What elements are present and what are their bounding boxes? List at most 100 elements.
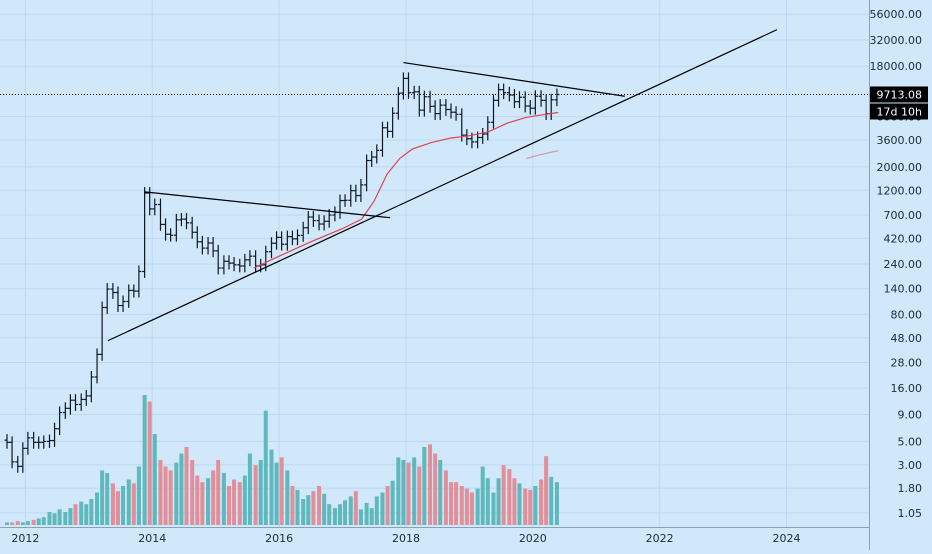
price-bar [205,236,211,255]
volume-bar [533,486,538,525]
volume-bar [79,501,84,525]
price-bar [194,226,200,249]
price-bar [126,284,132,308]
volume-bar [226,486,231,525]
volume-bar [200,482,205,525]
volume-bar [358,509,363,525]
time-tick-label: 2016 [265,532,293,545]
price-tick-label: 140.00 [884,283,923,296]
price-bar [443,99,449,116]
volume-bar [232,479,237,525]
price-bar [464,129,470,146]
volume-bar [237,482,242,525]
price-bar [46,434,52,448]
price-bar [94,348,100,384]
price-bar [305,211,311,235]
volume-bar [4,522,9,525]
price-tick-label: 56000.00 [870,8,923,21]
price-bar [215,244,221,275]
support-trendline[interactable] [107,29,778,342]
price-tick-label: 16.00 [891,382,923,395]
price-tick-label: 32000.00 [870,34,923,47]
price-bar [300,221,306,242]
volume-bar [517,483,522,525]
volume-bar [179,453,184,525]
price-bar [485,116,491,141]
price-axis-border [869,0,870,550]
price-tick-label: 3600.00 [877,134,923,147]
price-bar [62,402,68,419]
price-bar [78,393,84,411]
price-tick-label: 5.00 [898,435,923,448]
volume-bar [380,492,385,525]
price-tick-label: 1.80 [898,482,923,495]
price-bar [321,215,327,231]
volume-bar [491,492,496,525]
price-tick-label: 420.00 [884,232,923,245]
price-tick-label: 9.00 [898,408,923,421]
price-bar [199,235,205,255]
price-bar [411,85,417,100]
volume-bar [523,488,528,525]
volume-bar [539,479,544,525]
volume-bar [242,475,247,525]
volume-bar [274,462,279,525]
price-bar [226,255,232,270]
volume-bar [385,486,390,525]
time-tick-label: 2024 [773,532,801,545]
volume-bar [25,521,30,525]
price-bar [453,106,459,121]
price-bar [52,422,58,447]
volume-bar [507,469,512,525]
volume-bar [301,499,306,525]
price-bar [120,295,126,312]
price-bar [231,257,237,272]
price-tick-label: 1.05 [898,507,923,520]
price-bar [20,442,26,473]
price-bar [538,90,544,107]
price-bar [374,144,380,164]
price-bar [104,283,110,314]
trendlines[interactable] [107,29,778,342]
volume-bar [105,473,110,525]
volume-bar [390,480,395,525]
price-tick-label: 80.00 [891,308,923,321]
volume-bar [247,453,252,525]
volume-bar [448,482,454,525]
price-bar [57,406,63,436]
price-bar [427,90,433,113]
price-bar [390,107,396,138]
volume-bar [110,483,115,525]
price-bar [353,184,359,202]
price-bar [532,90,538,115]
volume-bar [469,492,474,525]
price-tick-label: 240.00 [884,258,923,271]
volume-bar [396,457,401,525]
price-bar [221,255,227,275]
price-bar [31,431,37,449]
price-bar [310,211,316,227]
volume-bar [485,478,490,525]
time-axis[interactable]: 2012 2014 2016 2018 2020 2022 2024 [11,532,800,545]
price-tick-label: 18000.00 [870,60,923,73]
price-bar [279,231,285,251]
price-bar [316,214,322,231]
price-bar [400,72,406,100]
time-tick-label: 2018 [392,532,420,545]
volume-bar [459,486,464,525]
price-bar [511,89,517,109]
price-tick-label: 48.00 [891,332,923,345]
price-bar [385,121,391,138]
price-bar [348,184,354,207]
resistance-trendline-2018[interactable] [403,61,625,97]
volume-bar [438,460,443,525]
price-axis[interactable]: 56000.0032000.0018000.006000.003600.0020… [870,8,923,520]
volume-bar [41,517,46,525]
resistance-trendline-2014[interactable] [144,191,391,219]
volume-bar [549,476,554,525]
price-bar [9,436,15,469]
price-bar [364,154,370,192]
volume-bar [84,504,89,525]
